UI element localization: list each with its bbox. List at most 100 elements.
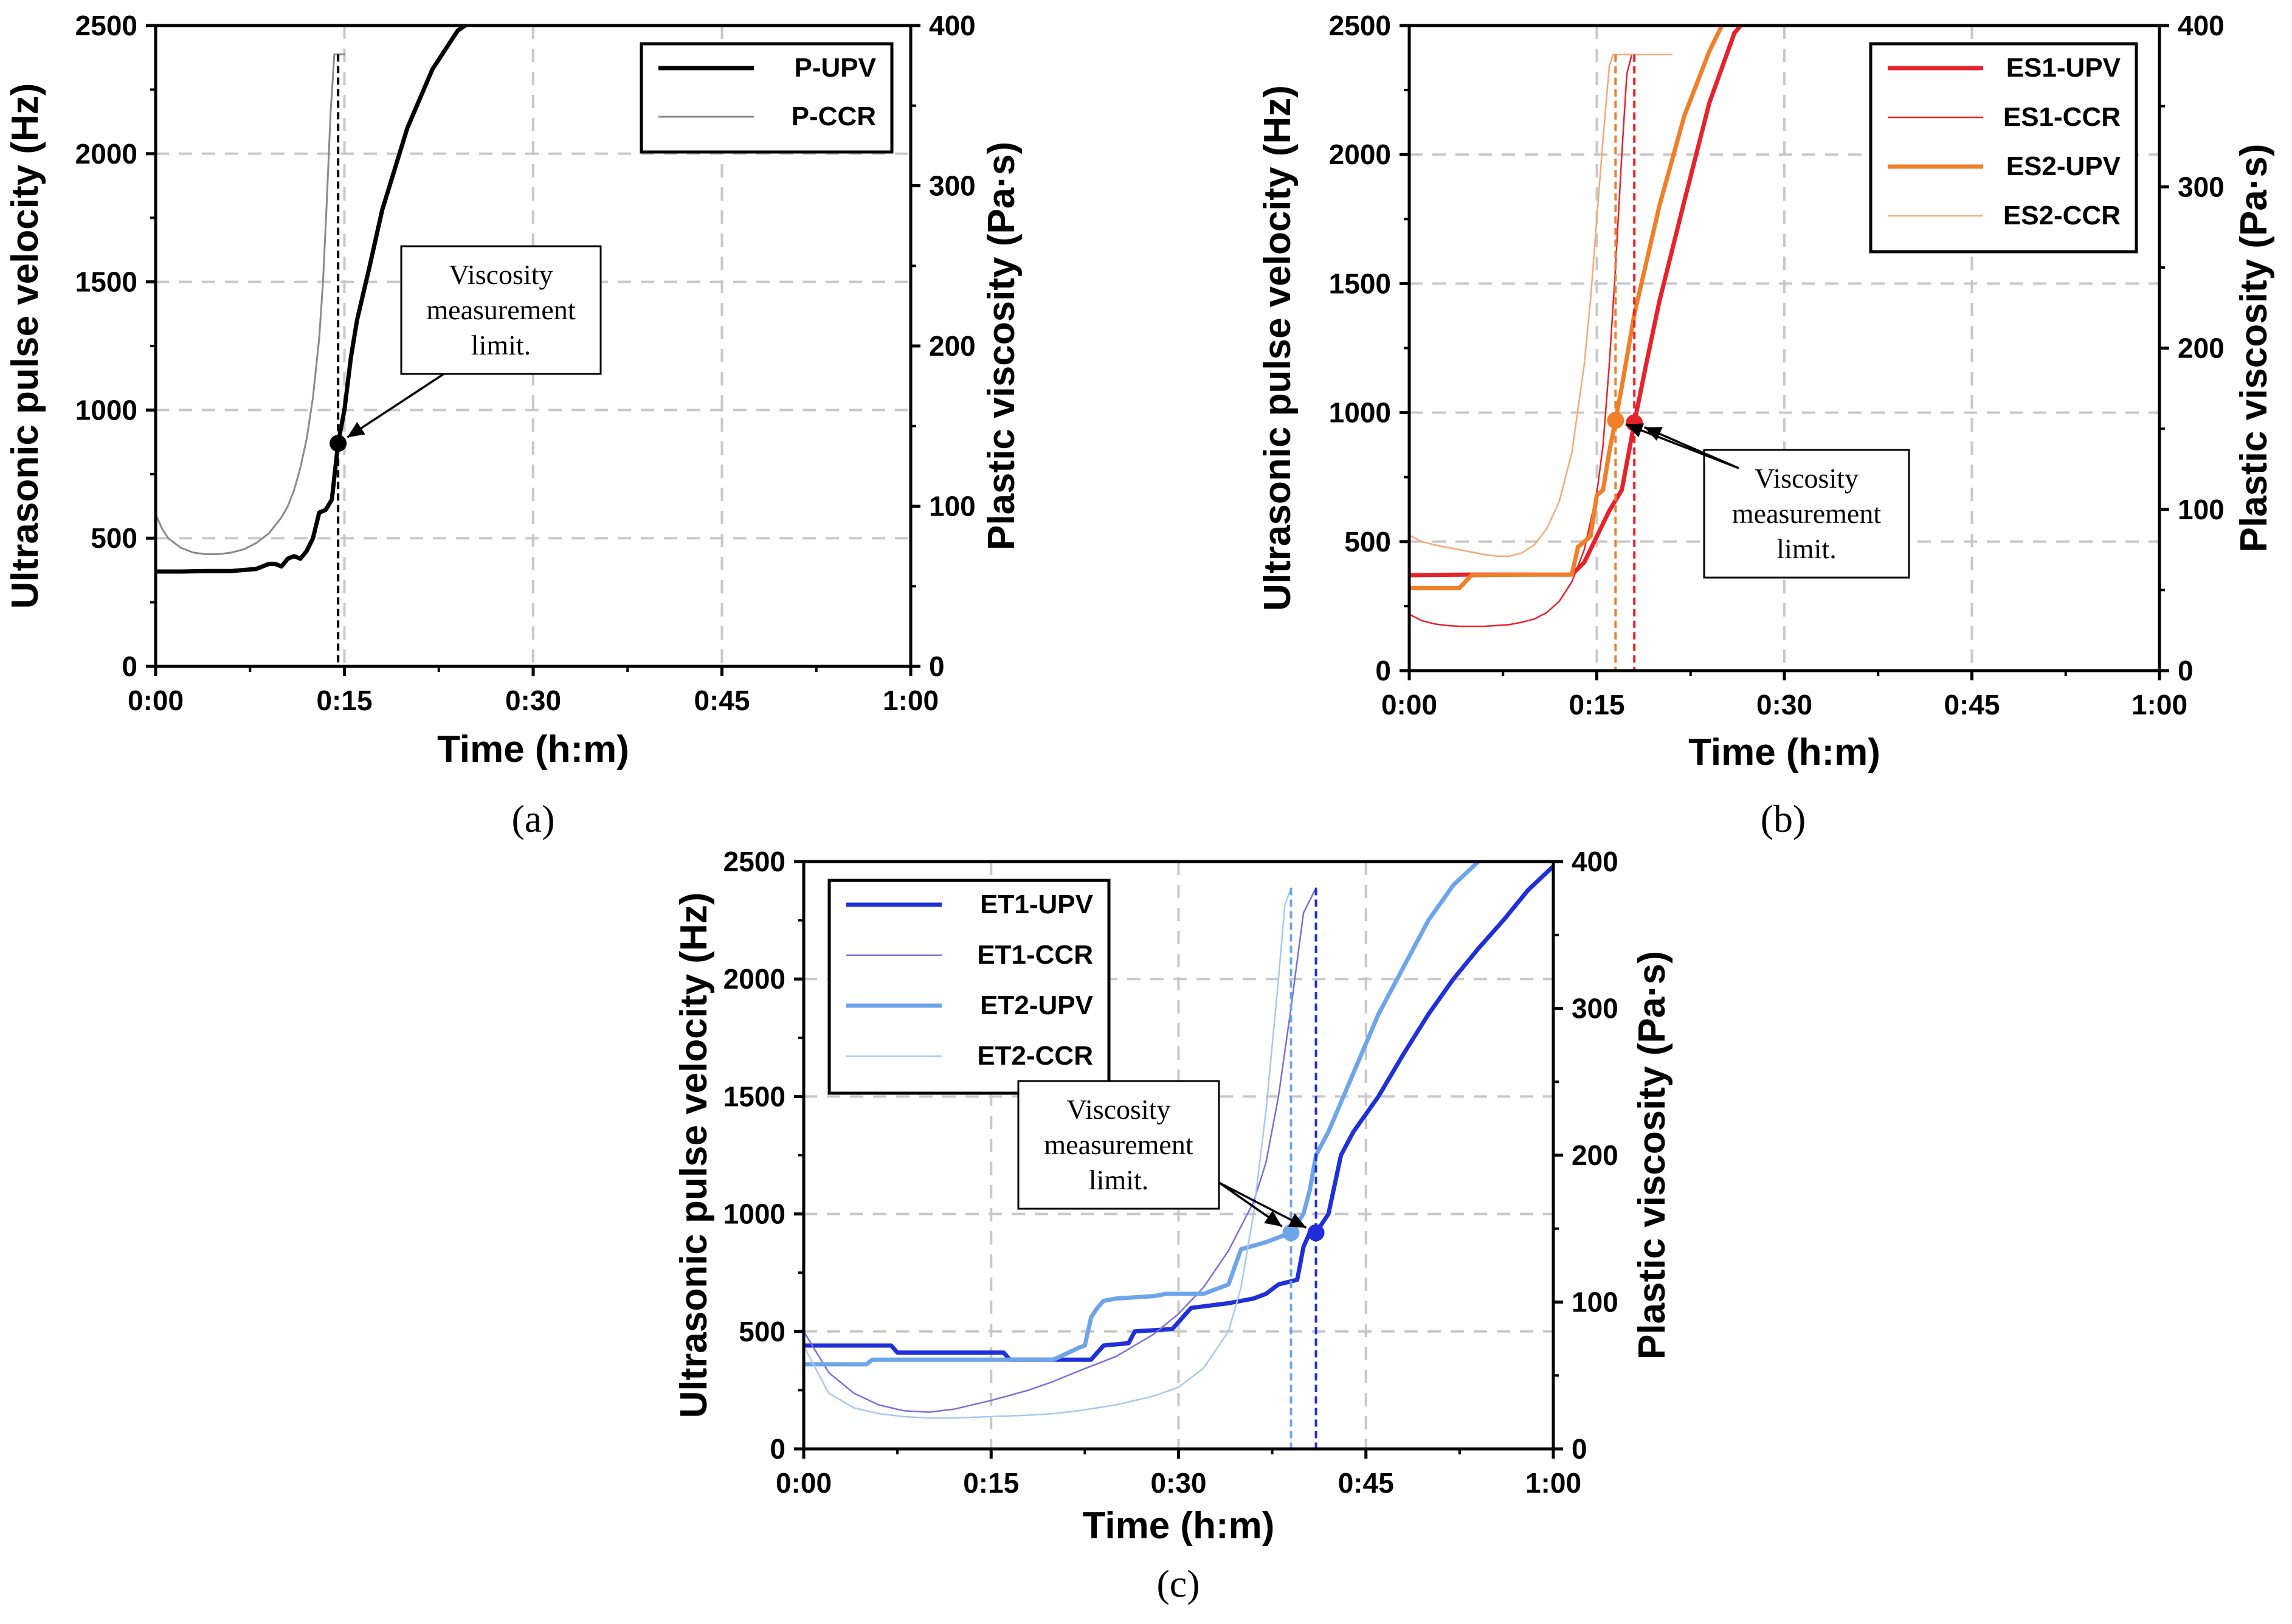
y-tick-label: 1000 — [1329, 397, 1391, 429]
annotation-arrowhead — [1288, 1213, 1307, 1228]
series-line-es2-upv — [1409, 24, 1724, 590]
series-line-et1-ccr — [804, 887, 1317, 1413]
annotation-arrowhead — [1626, 423, 1645, 438]
panel-label: (c) — [1156, 1562, 1200, 1605]
y2-axis-title: Plastic viscosity (Pa·s) — [2233, 144, 2275, 553]
x-tick-label: 0:30 — [505, 685, 561, 716]
x-axis-title: Time (h:m) — [437, 728, 629, 770]
x-tick-label: 1:00 — [883, 685, 939, 716]
annotation-text: Viscosity — [1066, 1094, 1170, 1125]
series-line-et1-upv — [804, 864, 1553, 1362]
legend-label: P-CCR — [792, 102, 876, 131]
legend-box — [827, 879, 1111, 1095]
y-tick-label: 2500 — [75, 10, 137, 41]
series-line-p-ccr — [156, 53, 345, 555]
annotation-text: Viscosity — [1755, 463, 1859, 494]
plot-area — [1409, 24, 1743, 671]
y-tick-label: 0 — [122, 651, 137, 682]
plot-area — [156, 24, 468, 666]
annotation-text: limit. — [1089, 1164, 1148, 1195]
legend-label: ES1-CCR — [2003, 102, 2121, 132]
legend-label: ET1-CCR — [977, 940, 1093, 970]
y2-tick-label: 300 — [2178, 171, 2225, 202]
legend-label: ES1-UPV — [2006, 53, 2121, 83]
x-tick-label: 0:30 — [1756, 689, 1812, 720]
y2-tick-label: 100 — [1572, 1287, 1618, 1318]
plot-area — [804, 860, 1553, 1449]
legend-label: ET2-CCR — [977, 1041, 1093, 1071]
annotation-box — [400, 245, 602, 375]
y-tick-label: 0 — [770, 1433, 785, 1465]
panel-label: (a) — [511, 797, 554, 840]
annotation-box — [1017, 1080, 1220, 1210]
y-tick-label: 500 — [91, 522, 137, 554]
x-tick-label: 1:00 — [1525, 1467, 1581, 1499]
legend-label: ET2-UPV — [980, 990, 1093, 1020]
y-tick-label: 2000 — [75, 138, 137, 170]
series-line-et2-upv — [804, 860, 1481, 1367]
y-axis-title: Ultrasonic pulse velocity (Hz) — [4, 83, 46, 609]
annotation-text: measurement — [1732, 498, 1881, 529]
y2-tick-label: 100 — [2178, 494, 2225, 525]
x-axis-title: Time (h:m) — [1688, 731, 1880, 773]
annotation-text: Viscosity — [449, 259, 553, 290]
y-tick-label: 2000 — [723, 963, 785, 995]
limit-point — [1307, 1224, 1325, 1242]
y-tick-label: 1000 — [723, 1198, 785, 1230]
x-tick-label: 0:45 — [1338, 1467, 1394, 1499]
panel-c: 0:00 0:15 0:30 0:45 1:0005001000150020002500… — [673, 846, 1673, 1605]
series-line-p-upv — [156, 24, 468, 574]
panel-a: 0:00 0:15 0:30 0:45 1:0005001000150020002500… — [4, 10, 1023, 840]
annotation-arrowhead — [347, 422, 365, 438]
y2-tick-label: 200 — [2178, 333, 2225, 364]
annotation-arrow — [347, 373, 444, 438]
x-tick-label: 0:45 — [1944, 689, 2000, 720]
y-tick-label: 2500 — [723, 846, 785, 877]
series-line-es1-upv — [1409, 24, 1743, 578]
x-tick-label: 0:15 — [1569, 689, 1624, 720]
annotation-arrow — [1644, 426, 1739, 469]
annotation-text: measurement — [1044, 1129, 1193, 1160]
legend-label: ES2-UPV — [2006, 151, 2121, 181]
y2-tick-label: 0 — [2178, 655, 2194, 686]
series-line-es2-ccr — [1409, 54, 1673, 557]
y2-tick-label: 100 — [929, 491, 976, 522]
x-tick-label: 1:00 — [2131, 689, 2187, 720]
y-tick-label: 2500 — [1329, 10, 1391, 41]
x-tick-label: 0:45 — [694, 685, 750, 716]
annotation-text: limit. — [471, 330, 531, 361]
y-tick-label: 1500 — [1329, 268, 1391, 299]
x-tick-label: 0:15 — [963, 1467, 1019, 1499]
y-axis-title: Ultrasonic pulse velocity (Hz) — [1257, 85, 1299, 611]
limit-point — [1282, 1224, 1300, 1242]
legend-label: ES2-CCR — [2003, 201, 2121, 230]
y2-tick-label: 0 — [929, 651, 945, 682]
y2-tick-label: 400 — [2178, 10, 2225, 41]
limit-point — [1607, 412, 1624, 429]
legend-box — [1869, 42, 2138, 254]
y2-axis-title: Plastic viscosity (Pa·s) — [1631, 951, 1673, 1360]
x-tick-label: 0:15 — [316, 685, 372, 716]
panel-label: (b) — [1761, 797, 1806, 840]
y-tick-label: 1500 — [723, 1080, 785, 1112]
y-tick-label: 1000 — [75, 394, 137, 426]
x-tick-label: 0:30 — [1150, 1467, 1206, 1499]
legend-box — [640, 42, 894, 154]
x-tick-label: 0:00 — [128, 685, 184, 716]
x-tick-label: 0:00 — [776, 1467, 832, 1499]
y2-tick-label: 200 — [1572, 1139, 1618, 1171]
y-axis-title: Ultrasonic pulse velocity (Hz) — [673, 893, 715, 1418]
legend-label: P-UPV — [795, 53, 877, 83]
x-axis-title: Time (h:m) — [1083, 1505, 1275, 1547]
annotation-arrowhead — [1264, 1211, 1282, 1227]
annotation-arrowhead — [1644, 427, 1663, 441]
y-tick-label: 2000 — [1329, 139, 1391, 170]
x-tick-label: 0:00 — [1381, 689, 1437, 720]
panel-b: 0:00 0:15 0:30 0:45 1:000 500 1000 1500 2000 2500… — [1257, 10, 2275, 840]
y2-tick-label: 0 — [1572, 1433, 1587, 1465]
legend-label: ET1-UPV — [980, 890, 1093, 919]
y-tick-label: 500 — [1344, 526, 1391, 558]
y-tick-label: 500 — [739, 1316, 785, 1347]
y2-tick-label: 400 — [1572, 846, 1618, 877]
